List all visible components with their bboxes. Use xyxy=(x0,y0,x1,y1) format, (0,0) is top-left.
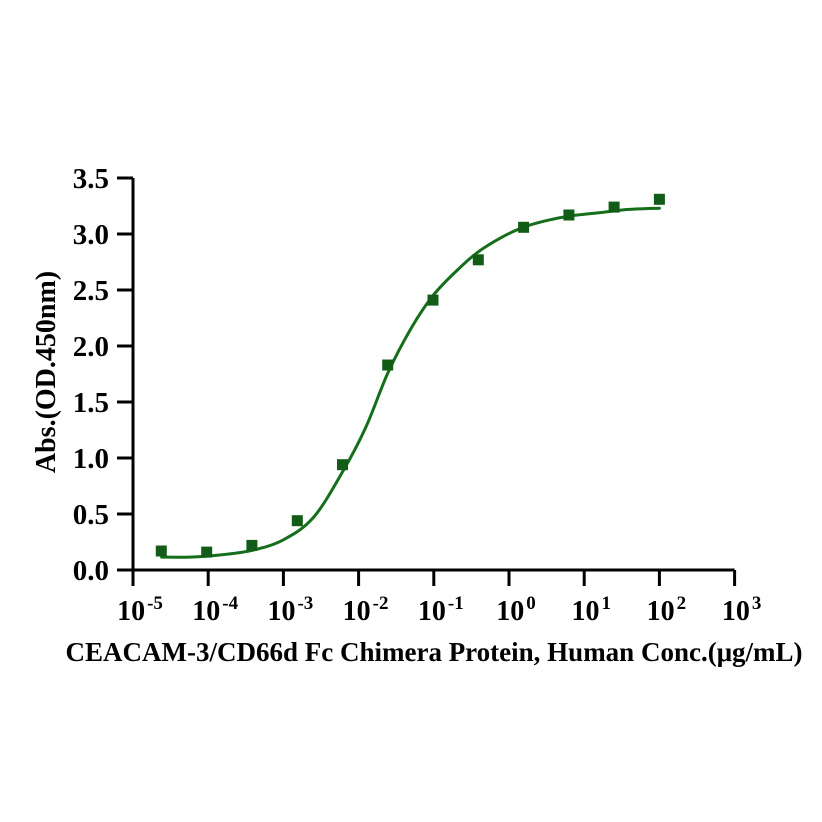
x-tick-label: 10 2 xyxy=(647,593,687,627)
y-tick-label: 1.0 xyxy=(73,443,109,475)
y-tick-label: 2.5 xyxy=(73,275,109,307)
plot-layer xyxy=(155,193,665,559)
x-tick-label: 10 1 xyxy=(571,593,611,627)
axis-spine xyxy=(131,178,735,572)
y-tick-label: 0.5 xyxy=(73,499,109,531)
data-point-marker xyxy=(608,201,620,213)
data-point-marker xyxy=(427,294,439,306)
y-tick-label: 0.0 xyxy=(73,555,109,587)
y-tick-label: 3.0 xyxy=(73,219,109,251)
data-point-marker xyxy=(246,539,258,551)
x-tick-label: 10 0 xyxy=(496,593,536,627)
data-point-marker xyxy=(518,221,530,233)
data-point-marker xyxy=(201,546,213,558)
y-tick-label: 1.5 xyxy=(73,387,109,419)
y-axis-title: Abs.(OD.450nm) xyxy=(31,271,62,473)
x-tick-label: 10 -5 xyxy=(117,593,163,627)
data-point-marker xyxy=(337,459,348,471)
x-tick-label: 10 -1 xyxy=(418,593,464,627)
x-tick-label: 10 -2 xyxy=(343,593,389,627)
data-point-marker xyxy=(472,254,484,266)
x-tick-label: 10 3 xyxy=(722,593,762,627)
y-tick-label: 3.5 xyxy=(73,163,109,195)
y-tick-label: 2.0 xyxy=(73,331,109,363)
fit-curve xyxy=(160,206,661,559)
data-point-marker xyxy=(155,545,167,557)
data-point-marker xyxy=(653,193,665,205)
data-point-marker xyxy=(382,359,394,371)
axes-layer: 0.0 0.5 1.0 1.5 2.0 2.5 3.0 3.5 10 -5 10 -4 10 -3 10 -2… xyxy=(73,163,762,627)
x-tick-label: 10 -4 xyxy=(192,593,238,627)
data-point-marker xyxy=(563,209,575,221)
data-point-marker xyxy=(291,515,303,527)
x-tick-label: 10 -3 xyxy=(267,593,313,627)
x-axis-title: CEACAM-3/CD66d Fc Chimera Protein, Human… xyxy=(66,637,803,667)
